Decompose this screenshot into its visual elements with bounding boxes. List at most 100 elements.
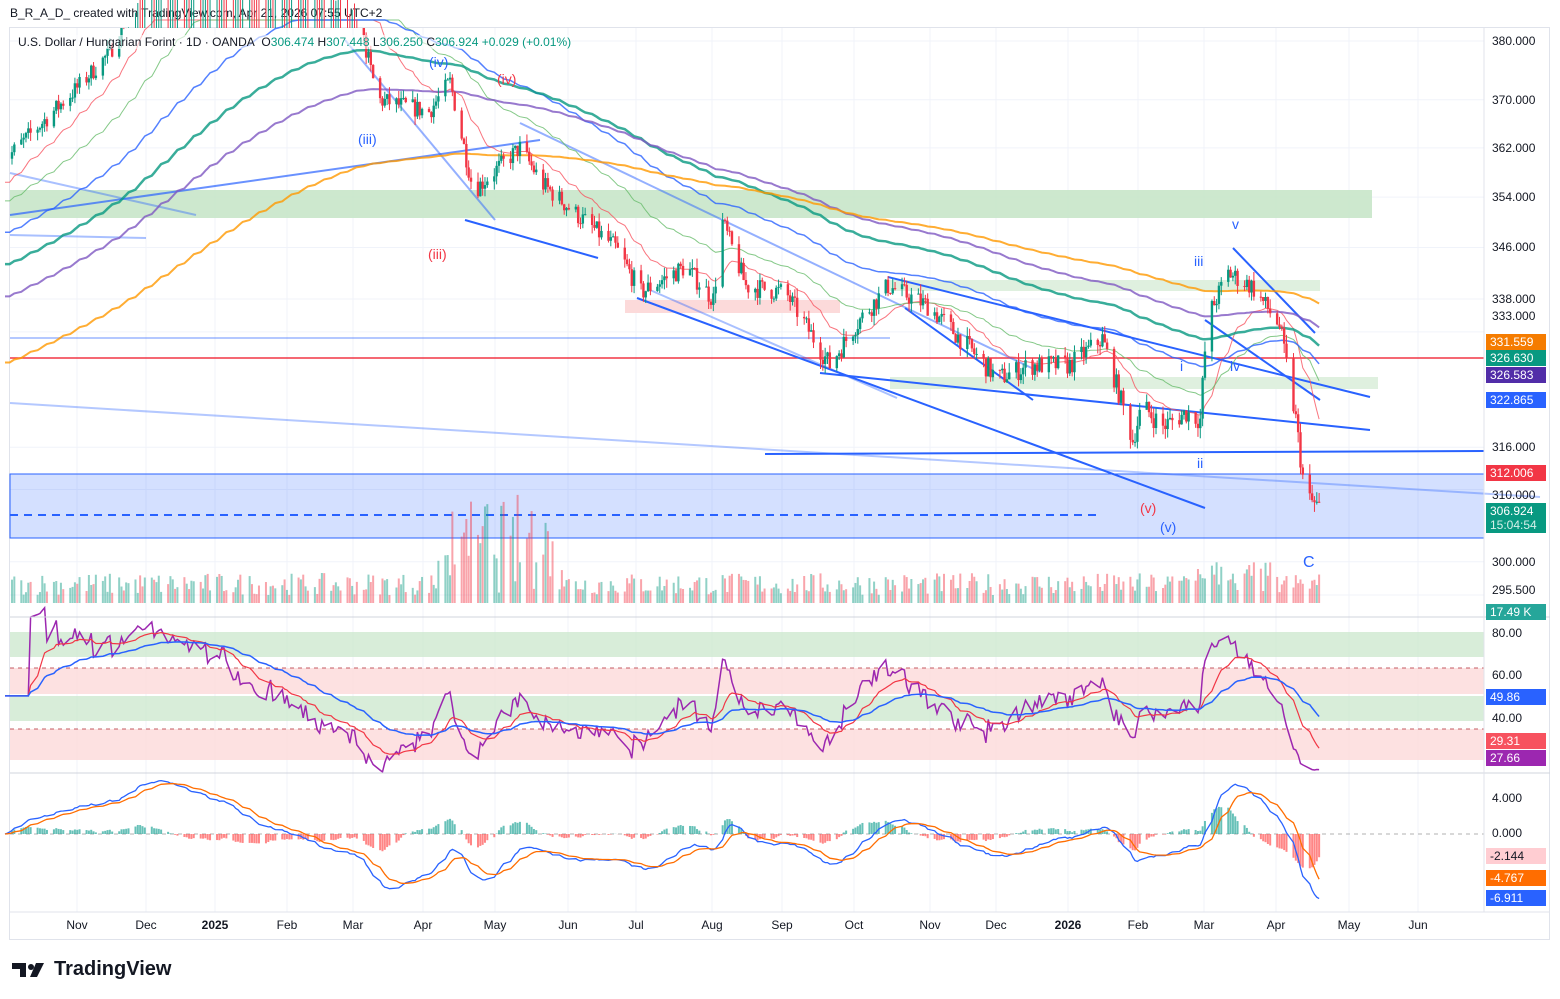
macd-histogram-bar: [884, 820, 887, 834]
volume-bar: [274, 588, 277, 603]
macd-histogram-bar: [388, 834, 391, 846]
candle: [581, 207, 585, 229]
volume-bar: [283, 579, 286, 603]
volume-bar: [1231, 573, 1234, 603]
macd-histogram-bar: [269, 834, 272, 841]
candle: [530, 154, 533, 171]
candle: [1299, 423, 1302, 475]
tradingview-logo[interactable]: TradingView: [12, 958, 171, 981]
candle: [630, 260, 633, 293]
symbol-legend[interactable]: U.S. Dollar / Hungarian Forint · 1D · OA…: [18, 35, 572, 49]
ma-200-line: [5, 88, 1320, 329]
candle: [87, 74, 91, 90]
volume-bar: [842, 590, 845, 603]
macd-histogram-bar: [150, 826, 153, 834]
volume-bar: [1129, 576, 1132, 603]
macd-histogram-bar: [108, 829, 111, 834]
macd-histogram-bar: [1245, 827, 1248, 834]
candle: [991, 363, 995, 382]
candle: [1105, 338, 1109, 351]
volume-bar: [1262, 591, 1265, 603]
macd-histogram-bar: [69, 830, 72, 834]
volume-bar: [199, 581, 202, 603]
volume-bar: [313, 587, 316, 603]
candle: [926, 293, 929, 316]
candle: [1152, 408, 1155, 438]
volume-bar: [723, 578, 726, 603]
volume-bar: [1096, 573, 1099, 603]
volume-bar: [1169, 581, 1171, 603]
ma-20-line: [5, 19, 1320, 420]
volume-bar: [486, 504, 489, 603]
volume-bar: [288, 594, 291, 603]
volume-bar: [502, 501, 505, 603]
volume-bar: [712, 590, 715, 603]
candle: [919, 284, 922, 312]
macd-histogram-bar: [1276, 834, 1279, 848]
macd-histogram-bar: [444, 821, 447, 834]
candle: [819, 336, 822, 370]
volume-bar: [991, 594, 994, 603]
volume-bar: [372, 575, 375, 603]
candle: [858, 316, 862, 334]
candle: [76, 78, 79, 94]
macd-histogram-bar: [395, 834, 398, 843]
volume-bar: [873, 581, 876, 603]
volume-bar: [369, 582, 372, 603]
candle: [27, 122, 30, 139]
candle: [998, 369, 1002, 379]
volume-bar: [532, 588, 535, 603]
macd-histogram-bar: [94, 832, 97, 834]
candle: [1129, 403, 1132, 449]
last-price: 306.924: [1490, 504, 1534, 518]
volume-bar: [640, 579, 643, 603]
wave-label: (iv): [429, 54, 449, 70]
macd-histogram-bar: [870, 822, 873, 834]
macd-histogram-bar: [250, 834, 253, 843]
volume-bar: [225, 590, 228, 603]
macd-histogram-bar: [1040, 829, 1043, 834]
candle: [840, 349, 843, 362]
candle: [656, 283, 659, 292]
volume-bar: [1015, 583, 1018, 603]
candle: [500, 149, 503, 164]
macd-histogram-bar: [400, 834, 403, 838]
volume-bar: [1052, 593, 1055, 603]
close-value: 306.924: [435, 35, 479, 49]
candle: [413, 96, 417, 126]
volume-bar: [1292, 587, 1295, 603]
candle: [956, 327, 960, 345]
macd-histogram-bar: [1033, 829, 1036, 834]
macd-histogram-bar: [987, 834, 990, 840]
time-axis-label: May: [1337, 918, 1361, 932]
macd-histogram-bar: [1050, 828, 1053, 834]
candle: [959, 334, 962, 356]
volume-bar: [966, 588, 969, 603]
volume-bar: [13, 576, 16, 603]
candle: [402, 90, 405, 100]
macd-histogram-bar: [966, 834, 969, 841]
volume-bar: [891, 579, 894, 603]
time-axis-label: Dec: [985, 918, 1007, 932]
macd-histogram-bar: [223, 834, 226, 838]
volume-bar: [397, 578, 400, 603]
macd-histogram-bar: [998, 834, 1001, 839]
high-label: H: [317, 35, 327, 49]
volume-bar: [43, 583, 46, 603]
macd-histogram-bar: [323, 834, 326, 841]
candle: [779, 282, 783, 290]
volume-bar: [807, 591, 810, 603]
macd-histogram-bar: [509, 825, 512, 834]
volume-bar: [264, 582, 267, 603]
volume-bar: [1201, 578, 1204, 603]
candle: [1266, 296, 1270, 314]
macd-histogram-bar: [581, 834, 584, 837]
candle: [868, 308, 871, 315]
candle: [528, 147, 531, 165]
volume-bar: [223, 591, 226, 603]
volume-bar: [975, 581, 978, 603]
volume-bar: [1234, 583, 1237, 603]
volume-bar: [411, 587, 414, 603]
candle: [497, 153, 501, 173]
